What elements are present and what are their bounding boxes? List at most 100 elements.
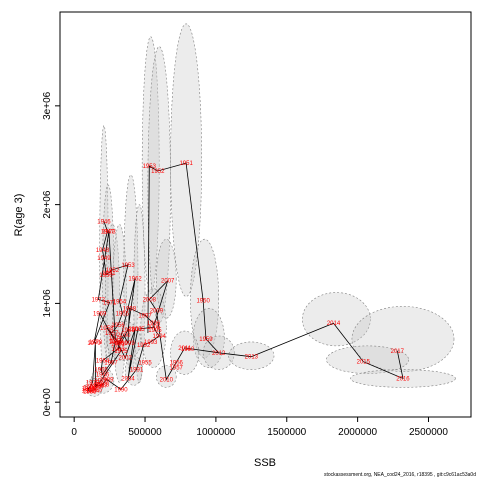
year-label: 1974	[109, 336, 123, 342]
year-label: 1985	[89, 387, 103, 393]
year-label: 1983	[83, 389, 97, 395]
year-label: 1957	[105, 331, 119, 337]
year-label: 1995	[148, 328, 162, 334]
year-label: 1979	[86, 380, 100, 386]
year-label: 1962	[128, 277, 142, 283]
year-label: 1958	[100, 326, 114, 332]
y-tick-label: 0e+00	[42, 388, 53, 417]
y-axis-title: R(age 3)	[13, 194, 25, 237]
year-label: 1949	[97, 256, 111, 262]
time-series-path	[147, 162, 219, 354]
year-label: 1998	[123, 306, 137, 312]
year-label: 1976	[94, 378, 108, 384]
confidence-ellipse	[140, 288, 167, 368]
year-label: 1990	[114, 387, 128, 393]
year-label: 2013	[245, 355, 259, 361]
x-axis-title: SSB	[254, 457, 276, 469]
year-label: 1993	[144, 340, 158, 346]
year-label: 2008	[143, 297, 157, 303]
year-label: 1967	[104, 361, 118, 367]
year-label: 1964	[96, 359, 110, 365]
year-label: 2003	[128, 327, 142, 333]
year-label: 1996	[147, 321, 161, 327]
year-label: 1953	[121, 263, 135, 269]
year-label: 1957	[170, 366, 184, 372]
confidence-ellipse	[302, 292, 371, 347]
year-label: 1982	[82, 388, 96, 394]
year-label: 2011	[178, 346, 192, 352]
year-label: 1987	[94, 383, 108, 389]
year-label: 1981	[82, 386, 96, 392]
confidence-ellipse	[190, 238, 220, 359]
y-tick-label: 2e+06	[42, 190, 53, 219]
time-series-path	[87, 221, 404, 392]
x-tick-label: 1500000	[267, 427, 306, 438]
year-label: 1991	[130, 368, 144, 374]
year-label: 1980	[83, 385, 97, 391]
year-label: 1952	[106, 268, 120, 274]
year-label: 1969	[93, 311, 107, 317]
year-label: 1992	[137, 343, 151, 349]
year-label: 2007	[161, 279, 175, 285]
year-label: 2005	[131, 327, 145, 333]
year-label: 2000	[117, 333, 131, 339]
year-label: 2010	[160, 377, 174, 383]
x-tick-label: 500000	[128, 427, 162, 438]
year-label: 2001	[111, 342, 125, 348]
plot-frame	[59, 11, 472, 418]
year-label: 1975	[114, 349, 128, 355]
year-label: 1977	[89, 384, 103, 390]
year-label: 1973	[102, 229, 116, 235]
year-label: 2016	[396, 376, 410, 382]
confidence-ellipse	[326, 345, 409, 374]
y-axis: 0e+00 1e+06 2e+06 3e+06	[42, 91, 60, 416]
confidence-ellipse	[351, 306, 455, 372]
year-label: 1954	[113, 299, 127, 305]
year-label: 1972	[92, 297, 106, 303]
path-layer	[87, 162, 404, 392]
label-layer: 1946194719481949195019511952195319541955…	[82, 161, 411, 395]
year-label: 2002	[119, 356, 133, 362]
year-label: 2017	[391, 349, 405, 355]
y-tick-label: 3e+06	[42, 91, 53, 120]
year-label: 1989	[100, 377, 114, 383]
year-label: 1946	[97, 219, 111, 225]
year-label: 1947	[101, 229, 115, 235]
year-label: 1951	[102, 271, 116, 277]
year-label: 1970	[87, 341, 101, 347]
year-label: 1956	[111, 323, 125, 329]
year-label: 1951	[179, 161, 193, 167]
year-label: 1950	[99, 273, 113, 279]
year-label: 1956	[170, 361, 184, 367]
year-label: 2015	[357, 360, 371, 366]
year-label: 1963	[111, 347, 125, 353]
x-tick-label: 1000000	[196, 427, 235, 438]
confidence-ellipse	[112, 224, 127, 383]
year-label: 1955	[138, 361, 152, 367]
year-label: 1988	[96, 382, 110, 388]
confidence-ellipse	[90, 367, 115, 394]
x-tick-label: 2500000	[409, 427, 448, 438]
x-tick-label: 0	[71, 427, 77, 438]
year-label: 1999	[121, 341, 135, 347]
year-label: 1965	[94, 368, 108, 374]
year-label: 2012	[212, 351, 226, 357]
year-label: 1986	[90, 383, 104, 389]
year-label: 1960	[114, 341, 128, 347]
year-label: 1971	[103, 300, 117, 306]
footer-credit: stockassessment.org, NEA_cod24_2016, r18…	[323, 472, 476, 478]
confidence-ellipse	[133, 204, 146, 383]
year-label: 2006	[147, 325, 161, 331]
y-tick-label: 1e+06	[42, 289, 53, 318]
x-tick-label: 2000000	[338, 427, 377, 438]
confidence-ellipse	[170, 330, 200, 375]
year-label: 1959	[199, 337, 213, 343]
year-label: 1959	[110, 339, 124, 345]
year-label: 1978	[89, 340, 103, 346]
year-label: 1966	[96, 373, 110, 379]
confidence-ellipse	[141, 36, 160, 294]
year-label: 1994	[153, 334, 167, 340]
year-label: 1960	[181, 347, 195, 353]
confidence-ellipse	[123, 174, 139, 373]
